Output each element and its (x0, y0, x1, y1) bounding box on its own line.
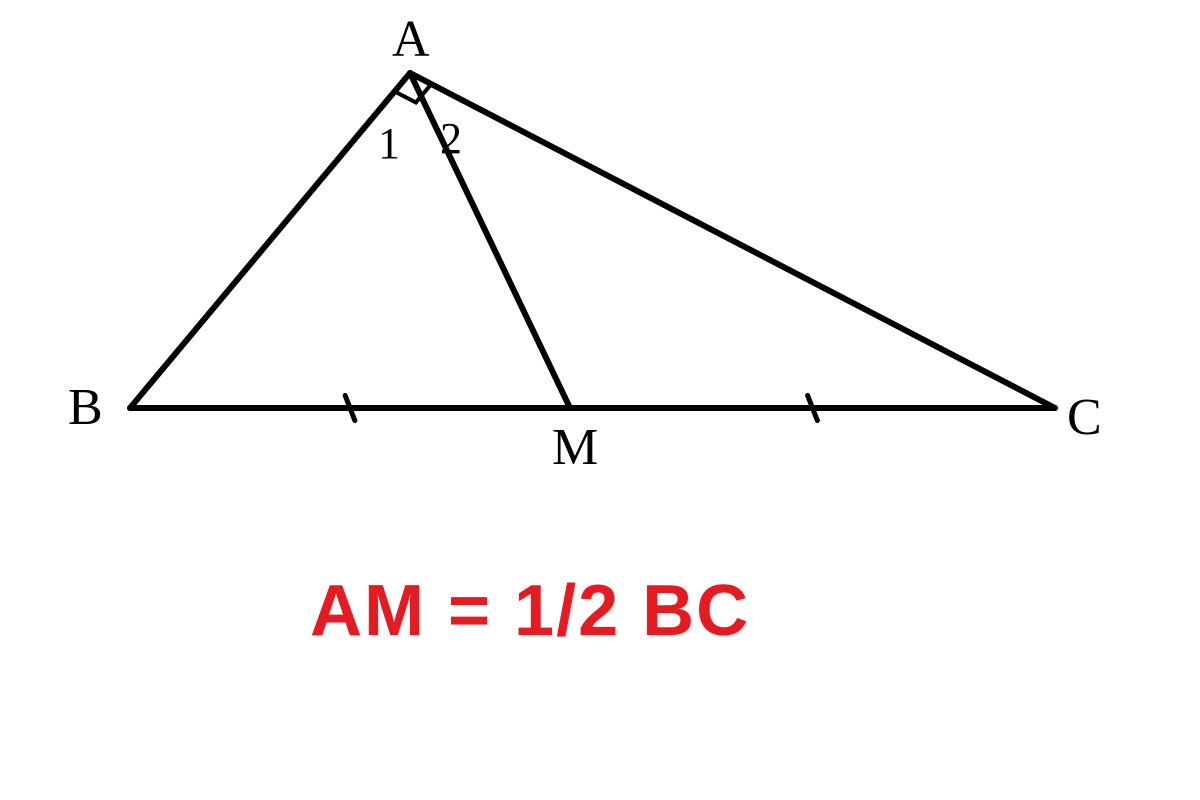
vertex-label-m: M (552, 418, 598, 477)
vertex-label-a: A (392, 10, 430, 69)
vertex-label-b: B (68, 378, 103, 437)
equation-text: AM = 1/2 BC (310, 570, 750, 652)
angle-label-2: 2 (440, 113, 462, 164)
angle-label-1: 1 (378, 118, 400, 169)
triangle-svg (0, 0, 1200, 800)
vertex-label-c: C (1067, 388, 1102, 447)
geometry-diagram: A B C M 1 2 AM = 1/2 BC (0, 0, 1200, 800)
